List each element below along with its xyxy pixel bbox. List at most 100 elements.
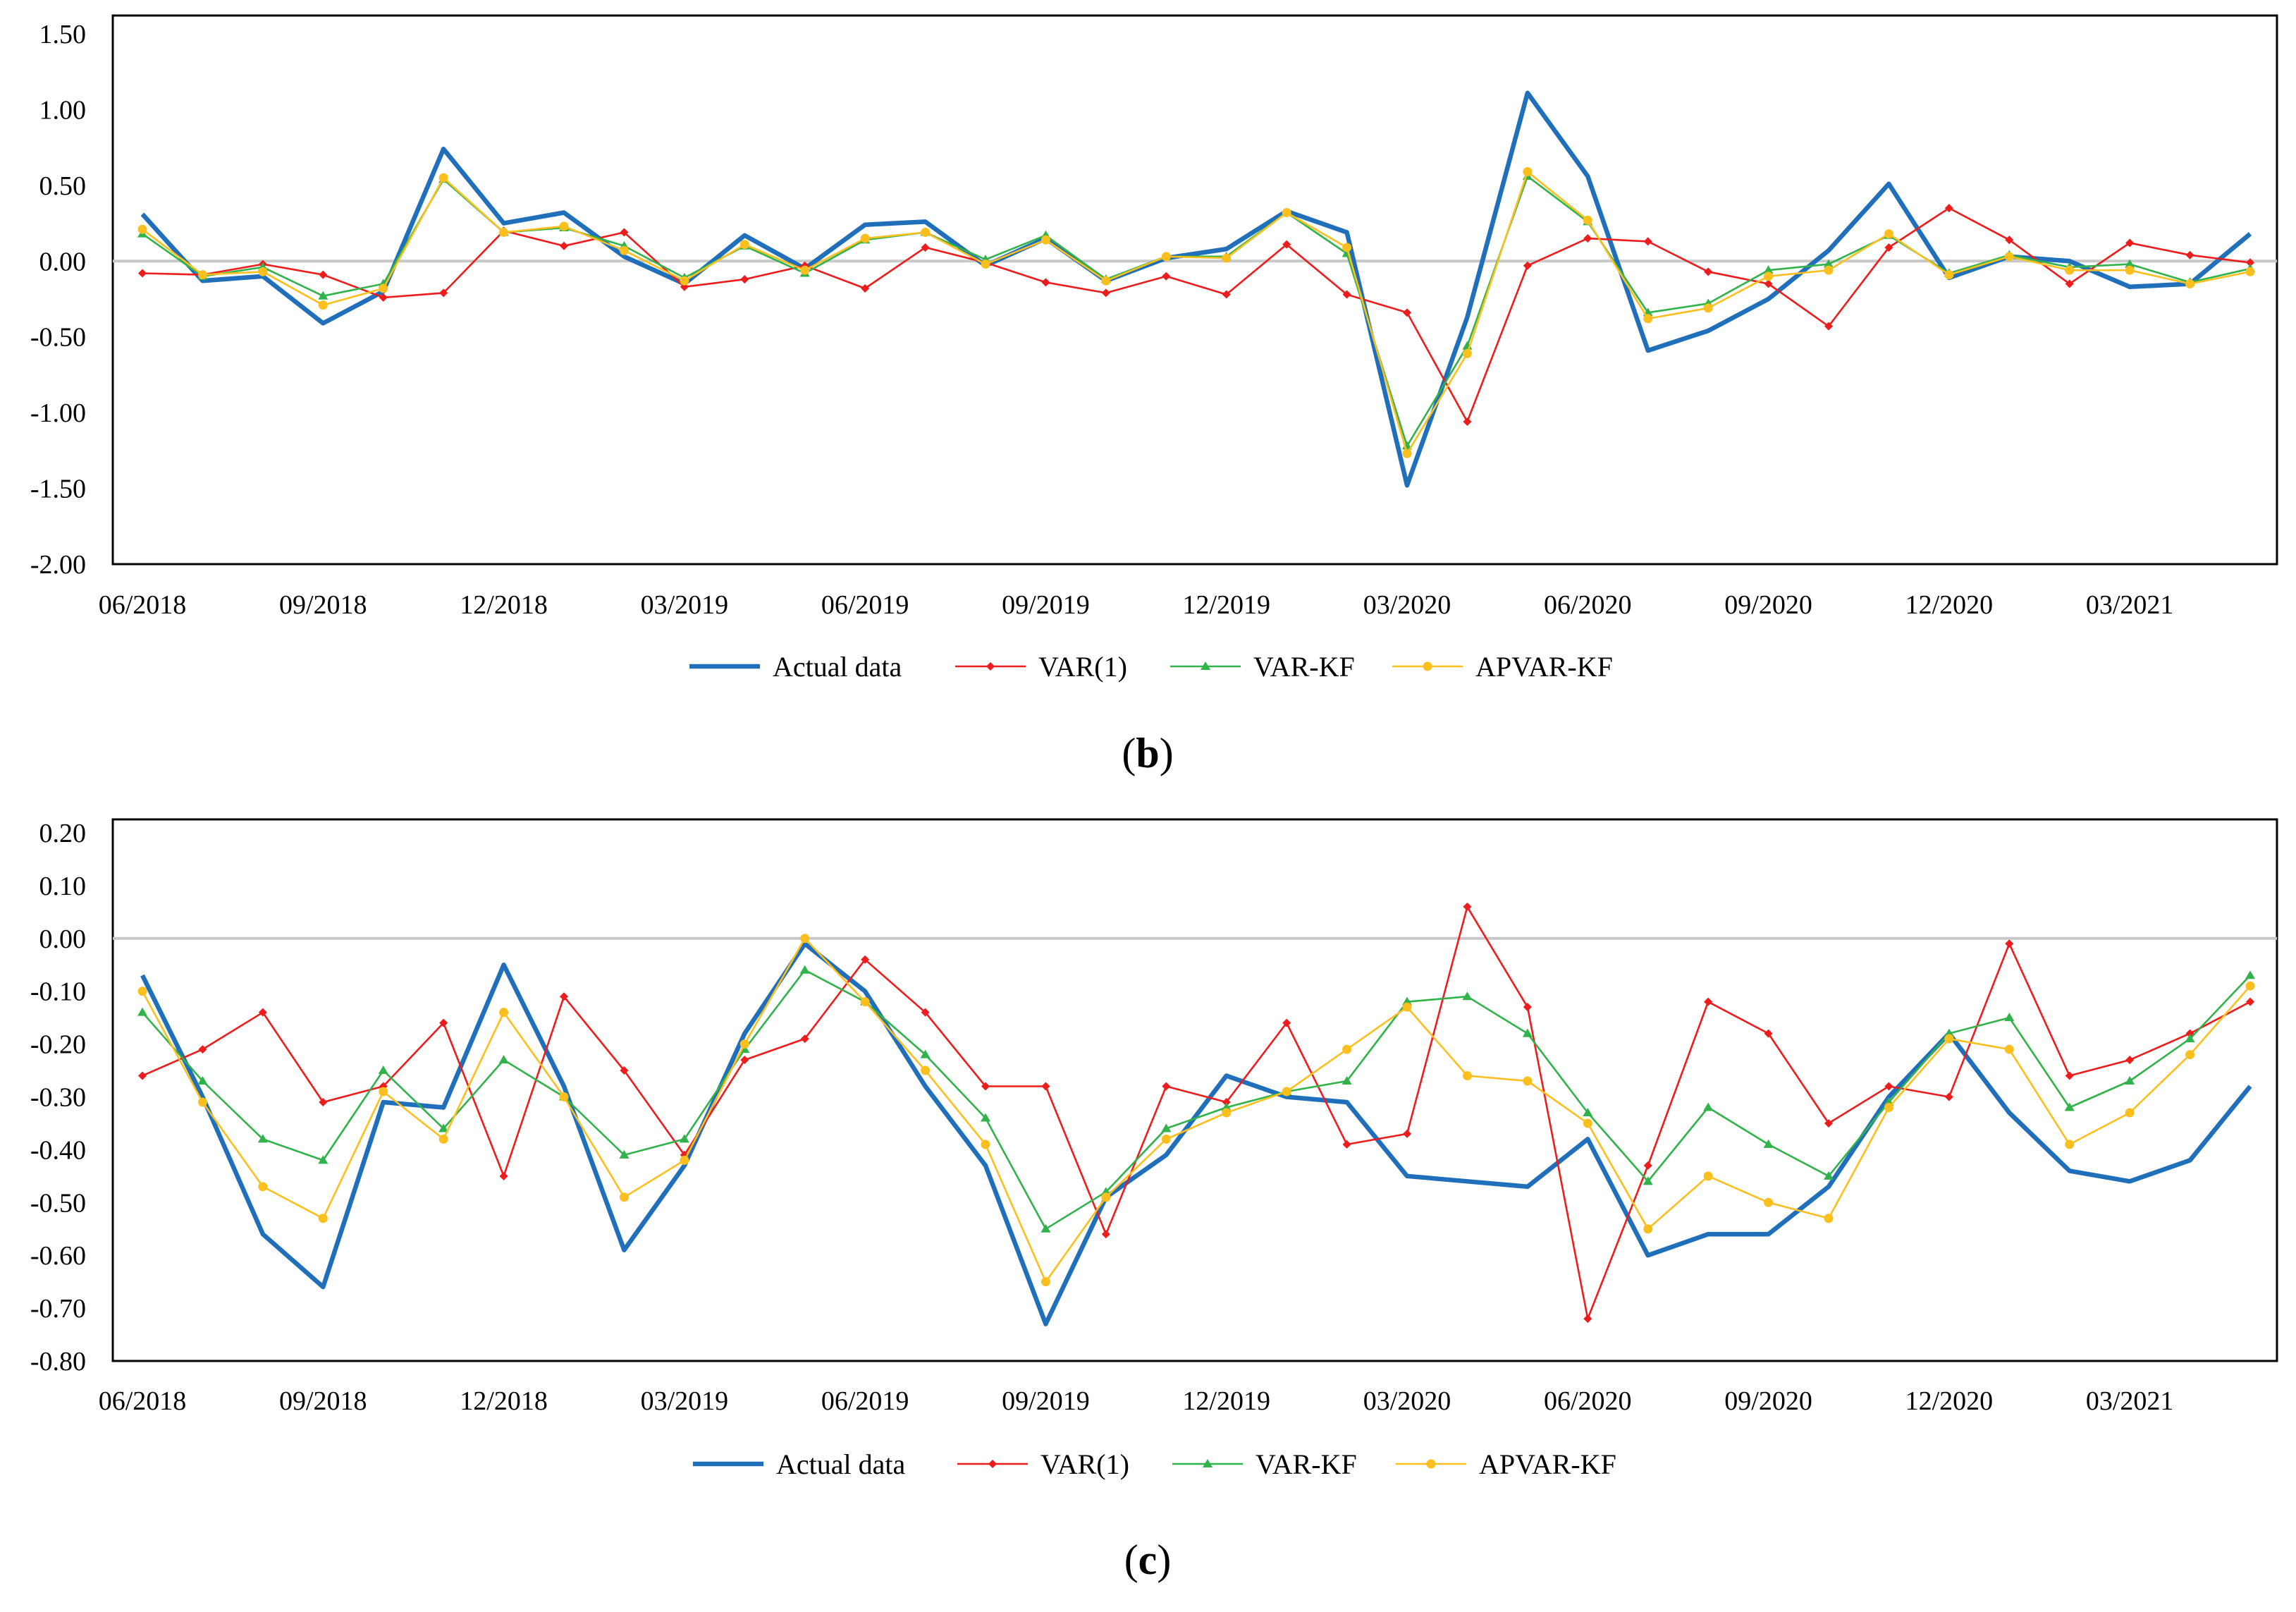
x-tick-label: 06/2018 xyxy=(99,590,187,620)
data-point xyxy=(1282,208,1291,218)
legend-entry: APVAR-KF xyxy=(1475,651,1613,683)
data-point xyxy=(620,1066,629,1075)
data-point xyxy=(1162,1082,1171,1091)
data-point xyxy=(1704,997,1713,1006)
panel-label-letter: c xyxy=(1138,1537,1158,1583)
data-point xyxy=(197,1097,207,1107)
data-point xyxy=(860,997,870,1007)
x-tick-label: 06/2019 xyxy=(821,590,909,620)
data-point xyxy=(1824,259,1834,268)
data-point xyxy=(1643,1176,1653,1185)
data-point xyxy=(1523,1076,1533,1086)
data-point xyxy=(1523,167,1533,177)
legend-marker xyxy=(1423,661,1432,671)
data-point xyxy=(1884,1082,1893,1091)
data-point xyxy=(499,1171,508,1180)
data-point xyxy=(379,283,388,293)
data-point xyxy=(197,1076,208,1085)
x-tick-label: 03/2019 xyxy=(641,590,729,620)
data-point xyxy=(2065,265,2075,275)
data-point xyxy=(438,173,448,183)
data-point xyxy=(1824,322,1833,331)
y-tick-label: 0.00 xyxy=(39,924,87,954)
data-point xyxy=(138,269,147,278)
data-point xyxy=(318,300,328,310)
data-point xyxy=(1884,243,1893,252)
y-tick-label: -0.50 xyxy=(30,323,86,353)
data-point xyxy=(1403,308,1411,317)
y-tick-label: -0.80 xyxy=(30,1347,86,1376)
data-point xyxy=(1161,252,1171,262)
series-line-actual-data xyxy=(140,90,2252,488)
data-point xyxy=(1462,991,1473,1001)
data-point xyxy=(318,291,329,300)
data-point xyxy=(861,955,870,964)
data-point xyxy=(258,1182,268,1192)
y-tick-label: 0.50 xyxy=(39,171,87,201)
data-point xyxy=(680,276,689,286)
data-point xyxy=(1463,417,1472,427)
data-point xyxy=(1824,1118,1833,1128)
legend-marker xyxy=(1203,1459,1213,1467)
data-point xyxy=(1763,265,1774,274)
data-point xyxy=(739,1039,749,1049)
y-tick-label: 1.00 xyxy=(39,95,87,125)
data-point xyxy=(438,1134,448,1144)
data-point xyxy=(258,1008,267,1017)
data-point xyxy=(2125,265,2135,275)
data-point xyxy=(319,270,328,279)
data-point xyxy=(1402,1002,1412,1012)
x-tick-label: 12/2018 xyxy=(460,1386,548,1416)
data-point xyxy=(2065,1140,2075,1149)
data-point xyxy=(1703,1171,1713,1181)
series-line-var-1- xyxy=(142,207,2251,423)
data-point xyxy=(1342,290,1351,299)
data-point xyxy=(1040,235,1050,245)
data-point xyxy=(2004,1044,2014,1054)
data-point xyxy=(1703,303,1713,313)
y-tick-label: -0.10 xyxy=(30,977,86,1007)
x-tick-label: 03/2021 xyxy=(2086,1386,2174,1416)
series-line-apvar-kf xyxy=(141,937,2251,1283)
data-point xyxy=(439,1018,448,1027)
data-point xyxy=(2246,258,2254,267)
data-point xyxy=(1040,1277,1050,1287)
panel-label-open: ( xyxy=(1122,730,1136,776)
data-point xyxy=(739,240,749,250)
data-point xyxy=(619,1149,630,1159)
x-tick-label: 09/2019 xyxy=(1002,590,1090,620)
data-point xyxy=(1161,1134,1171,1144)
y-tick-label: -0.70 xyxy=(30,1294,86,1324)
data-point xyxy=(1764,279,1773,288)
legend-entry: VAR(1) xyxy=(1040,1448,1129,1480)
x-tick-label: 12/2020 xyxy=(1905,1386,1994,1416)
y-tick-label: -0.40 xyxy=(30,1135,86,1165)
data-point xyxy=(1944,270,1954,280)
data-point xyxy=(619,245,629,255)
data-point xyxy=(1824,1171,1834,1180)
legend-entry: VAR-KF xyxy=(1253,651,1355,683)
data-point xyxy=(1282,240,1291,249)
data-point xyxy=(1944,1034,1954,1044)
data-point xyxy=(319,1097,328,1106)
data-point xyxy=(1583,234,1592,243)
data-point xyxy=(2005,939,2014,948)
data-point xyxy=(1704,267,1713,276)
data-point xyxy=(2125,1108,2135,1118)
data-point xyxy=(1764,1029,1773,1038)
data-point xyxy=(1101,288,1110,298)
data-point xyxy=(439,288,448,298)
data-point xyxy=(920,1049,931,1058)
data-point xyxy=(2125,1076,2135,1085)
x-tick-label: 06/2020 xyxy=(1544,1386,1632,1416)
series-line-apvar-kf xyxy=(142,171,2251,455)
data-point xyxy=(379,1087,388,1097)
data-point xyxy=(137,1007,147,1016)
data-point xyxy=(499,1008,509,1018)
data-point xyxy=(2065,279,2074,288)
data-point xyxy=(2125,1056,2135,1065)
data-point xyxy=(1462,1071,1472,1081)
legend-marker xyxy=(1426,1459,1436,1469)
data-point xyxy=(1583,1107,1593,1116)
